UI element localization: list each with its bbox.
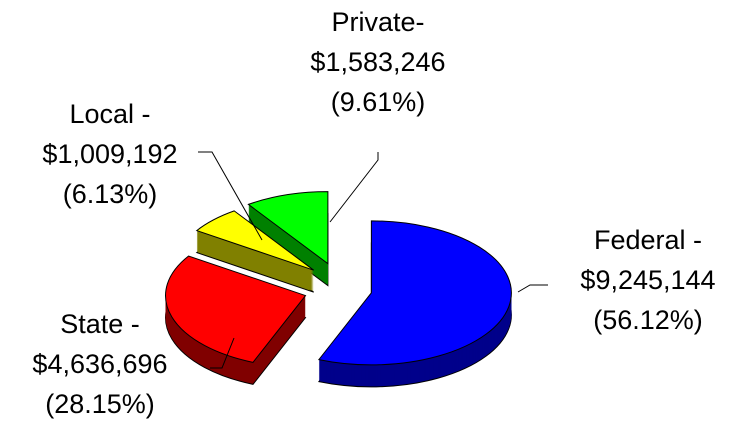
category-label: Private- xyxy=(331,7,424,37)
slice xyxy=(195,210,314,271)
percent-label: (9.61%) xyxy=(331,87,426,117)
leader-line xyxy=(517,284,548,293)
category-label: Local - xyxy=(69,99,150,129)
pie xyxy=(165,191,512,388)
leader-line xyxy=(210,337,235,369)
value-label: $9,245,144 xyxy=(580,265,715,295)
slice xyxy=(165,255,307,363)
percent-label: (6.13%) xyxy=(63,179,158,209)
leader-line xyxy=(198,151,263,241)
category-label: Federal - xyxy=(594,225,702,255)
category-label: State - xyxy=(60,309,140,339)
percent-label: (56.12%) xyxy=(593,305,703,335)
value-label: $1,583,246 xyxy=(310,47,445,77)
value-label: $4,636,696 xyxy=(32,349,167,379)
percent-label: (28.15%) xyxy=(45,389,155,419)
value-label: $1,009,192 xyxy=(42,139,177,169)
slice xyxy=(317,220,512,366)
slice xyxy=(247,191,329,265)
leader-line xyxy=(329,152,379,223)
labels: Federal - $9,245,144 (56.12%) State - $4,636… xyxy=(32,7,715,419)
